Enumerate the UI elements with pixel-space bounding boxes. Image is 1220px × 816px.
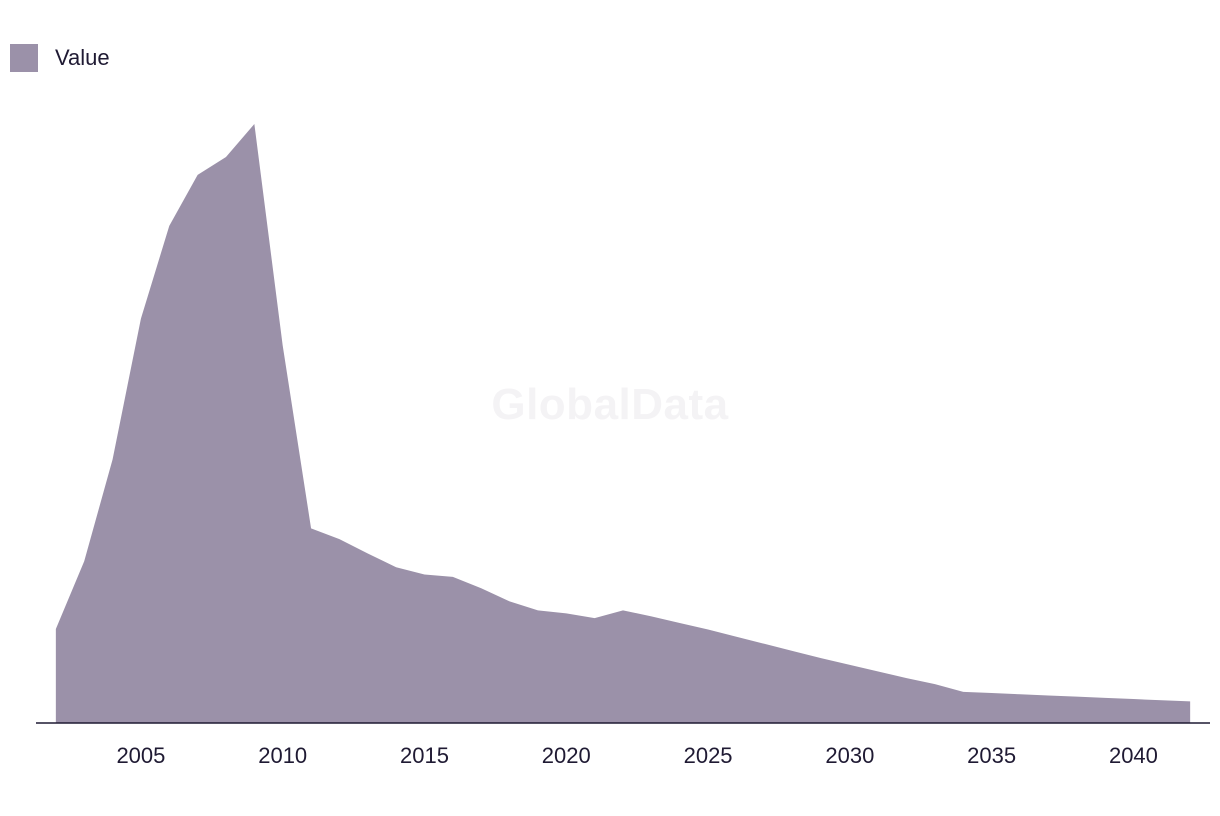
area-layer	[55, 124, 1191, 723]
legend: Value	[10, 44, 110, 72]
x-tick-label: 2005	[116, 743, 165, 768]
x-tick-label: 2040	[1109, 743, 1158, 768]
x-tick-label: 2035	[967, 743, 1016, 768]
area-series-value	[55, 124, 1191, 723]
x-tick-label: 2020	[542, 743, 591, 768]
watermark: GlobalData	[491, 380, 729, 429]
x-tick-label: 2015	[400, 743, 449, 768]
x-tick-label: 2030	[825, 743, 874, 768]
legend-swatch	[10, 44, 38, 72]
legend-label: Value	[55, 45, 110, 70]
x-tick-label: 2025	[684, 743, 733, 768]
x-tick-label: 2010	[258, 743, 307, 768]
x-tick-labels: 2005 2010 2015 2020 2025 2030 2035 2040	[116, 743, 1157, 768]
